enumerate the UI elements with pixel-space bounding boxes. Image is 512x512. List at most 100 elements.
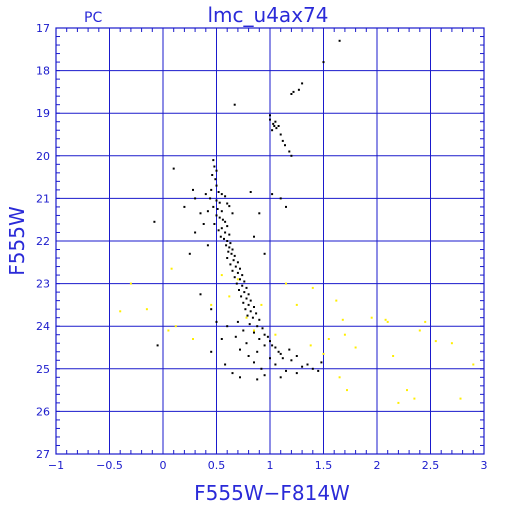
y-tick-label: 20 [36,150,50,163]
faint-star-point [384,318,387,321]
star-point [277,350,280,353]
star-point [239,348,241,351]
y-tick-label: 18 [36,65,50,78]
star-point [295,372,298,375]
star-point [236,271,239,274]
star-point [253,235,255,238]
faint-star-point [338,376,341,379]
star-point [247,303,250,306]
y-axis-title: F555W [5,206,29,276]
star-point [206,210,209,213]
star-point [188,252,191,255]
grid [55,27,485,455]
faint-star-point [170,267,173,270]
star-point [172,167,175,170]
star-point [290,154,293,157]
star-point [297,88,300,91]
star-point [204,193,207,196]
star-point [271,129,274,132]
faint-star-point [145,308,148,311]
star-point [263,252,266,255]
faint-star-point [335,299,338,302]
faint-star-point [274,333,277,336]
faint-star-point [220,274,223,277]
star-point [258,212,261,215]
star-point [183,205,186,208]
star-point [202,223,205,225]
star-point [227,250,230,253]
corner-label: PC [84,10,102,26]
star-point [261,327,264,330]
star-point [224,220,227,223]
star-point [220,193,223,196]
faint-star-point [343,333,346,336]
star-point [231,212,234,215]
star-point [156,344,159,347]
star-point [295,355,298,357]
star-point [288,348,291,351]
star-point [199,293,202,296]
star-point [281,357,284,360]
faint-star-point [210,303,213,306]
star-point [220,227,223,230]
star-point [243,291,246,294]
faint-star-point [228,295,231,298]
star-point [263,333,266,336]
star-point [226,240,229,242]
star-point [235,282,238,285]
star-point [269,340,271,343]
x-tick-label: 0 [160,459,167,472]
faint-star-point [392,355,395,357]
star-point [224,231,227,234]
faint-star-point [260,303,263,306]
star-point [279,376,282,379]
x-axis-title: F555W−F814W [194,481,350,505]
x-tick-label: 3 [481,459,488,472]
faint-star-point [245,316,248,319]
star-point [266,335,269,338]
star-point [269,114,271,117]
faint-star-point [354,346,357,349]
star-point [223,237,225,240]
star-point [213,223,216,225]
star-point [256,378,259,381]
star-point [239,278,241,281]
faint-star-point [406,389,408,392]
star-point [226,257,229,259]
faint-star-point [413,397,416,400]
star-point [226,225,229,228]
faint-star-point [472,363,475,366]
x-tick-label: 2 [374,459,381,472]
star-point [272,122,275,125]
star-point [224,195,227,198]
star-point [242,301,245,304]
x-tick-label: 2.5 [422,459,440,472]
star-point [263,374,266,377]
star-point [253,361,255,364]
faint-star-point [253,329,255,332]
star-point [274,120,277,123]
star-point [306,363,309,366]
star-point [236,261,239,264]
star-point [215,214,218,217]
star-point [212,205,215,208]
y-tick-label: 19 [36,107,50,120]
star-point [320,361,323,364]
star-point [284,144,286,147]
star-point [271,193,274,196]
faint-star-point [459,397,462,400]
star-point [338,39,341,42]
star-point [226,202,229,205]
faint-star-point [174,325,177,328]
tick-marks [55,27,485,455]
star-point [194,197,197,200]
star-point [214,178,217,181]
faint-star-point [370,316,373,319]
star-point [285,205,287,208]
star-point [292,90,295,93]
y-tick-label: 27 [36,448,50,461]
star-point [245,342,248,345]
star-point [233,276,236,279]
star-point [231,269,234,272]
